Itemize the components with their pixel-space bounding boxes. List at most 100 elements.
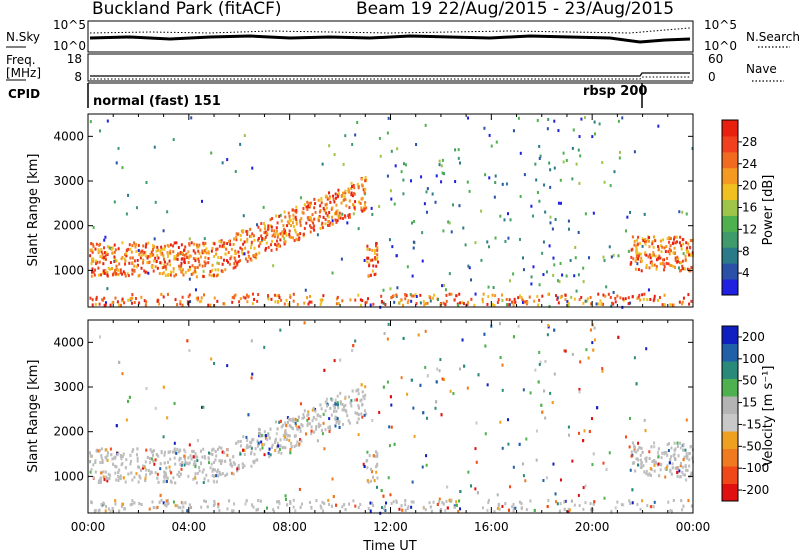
range-gate-cell bbox=[224, 252, 227, 256]
range-gate-cell bbox=[681, 238, 684, 242]
range-gate-cell bbox=[207, 251, 210, 255]
range-gate-cell bbox=[118, 360, 121, 364]
range-gate-cell bbox=[244, 502, 247, 506]
range-gate-cell bbox=[241, 251, 244, 255]
range-gate-cell bbox=[493, 195, 496, 199]
range-gate-cell bbox=[549, 215, 552, 219]
range-gate-cell bbox=[640, 461, 643, 465]
range-gate-cell bbox=[410, 299, 413, 303]
range-gate-cell bbox=[129, 297, 132, 301]
range-gate-cell bbox=[213, 361, 216, 365]
range-gate-cell bbox=[148, 507, 151, 511]
range-gate-cell bbox=[169, 251, 172, 255]
range-gate-cell bbox=[645, 472, 648, 476]
range-gate-cell bbox=[597, 292, 600, 296]
range-gate-cell bbox=[368, 454, 371, 458]
range-gate-cell bbox=[432, 296, 435, 300]
range-gate-cell bbox=[412, 246, 415, 250]
range-gate-cell bbox=[285, 298, 288, 302]
range-gate-cell bbox=[657, 248, 660, 252]
range-gate-cell bbox=[436, 502, 439, 506]
range-gate-cell bbox=[144, 476, 147, 480]
range-gate-cell bbox=[211, 247, 214, 251]
range-gate-cell bbox=[174, 504, 177, 508]
range-gate-cell bbox=[676, 474, 679, 478]
range-gate-cell bbox=[578, 181, 581, 185]
range-gate-cell bbox=[474, 487, 477, 491]
range-gate-cell bbox=[538, 298, 541, 302]
range-gate-cell bbox=[152, 459, 155, 463]
range-gate-cell bbox=[498, 507, 501, 511]
range-gate-cell bbox=[95, 448, 98, 452]
range-gate-cell bbox=[320, 197, 323, 201]
range-gate-cell bbox=[121, 241, 124, 245]
range-gate-cell bbox=[688, 253, 691, 257]
range-gate-cell bbox=[676, 260, 679, 264]
range-gate-cell bbox=[329, 427, 332, 431]
colorbar-tick-label: 12 bbox=[742, 222, 757, 236]
range-gate-cell bbox=[320, 223, 323, 227]
range-gate-cell bbox=[218, 239, 221, 243]
range-gate-cell bbox=[173, 274, 176, 278]
range-gate-cell bbox=[135, 243, 138, 247]
range-gate-cell bbox=[556, 502, 559, 506]
range-gate-cell bbox=[250, 258, 253, 262]
range-gate-cell bbox=[89, 254, 92, 258]
freq-label-line2: [MHz] bbox=[6, 66, 41, 80]
range-gate-cell bbox=[344, 403, 347, 407]
range-gate-cell bbox=[202, 275, 205, 279]
range-gate-cell bbox=[387, 476, 390, 480]
range-gate-cell bbox=[188, 265, 191, 269]
range-gate-cell bbox=[247, 250, 250, 254]
range-gate-cell bbox=[348, 213, 351, 217]
range-gate-cell bbox=[619, 296, 622, 300]
range-gate-cell bbox=[246, 259, 249, 263]
range-gate-cell bbox=[678, 300, 681, 304]
range-gate-cell bbox=[278, 214, 281, 218]
range-gate-cell bbox=[386, 131, 389, 135]
range-gate-cell bbox=[194, 251, 197, 255]
range-gate-cell bbox=[590, 302, 593, 306]
range-gate-cell bbox=[390, 425, 393, 429]
range-gate-cell bbox=[207, 461, 210, 465]
range-gate-cell bbox=[101, 298, 104, 302]
range-gate-cell bbox=[170, 471, 173, 475]
range-gate-cell bbox=[637, 295, 640, 299]
range-gate-cell bbox=[591, 463, 594, 467]
range-gate-cell bbox=[163, 453, 166, 457]
range-gate-cell bbox=[197, 245, 200, 249]
colorbar-tick-label: 50 bbox=[742, 374, 757, 388]
range-gate-cell bbox=[232, 472, 235, 476]
range-gate-cell bbox=[125, 212, 128, 216]
range-gate-cell bbox=[660, 244, 663, 248]
range-gate-cell bbox=[501, 298, 504, 302]
range-gate-cell bbox=[455, 500, 458, 504]
range-gate-cell bbox=[487, 501, 490, 505]
range-gate-cell bbox=[453, 298, 456, 302]
range-gate-cell bbox=[299, 429, 302, 433]
range-gate-cell bbox=[101, 460, 104, 464]
range-gate-cell bbox=[106, 477, 109, 481]
range-gate-cell bbox=[282, 445, 285, 449]
range-gate-cell bbox=[317, 425, 320, 429]
range-gate-cell bbox=[282, 434, 285, 438]
range-gate-cell bbox=[650, 505, 653, 509]
range-gate-cell bbox=[189, 254, 192, 258]
range-gate-cell bbox=[559, 296, 562, 300]
range-gate-cell bbox=[209, 303, 212, 307]
noise-left-tick-top: 10^5 bbox=[53, 18, 86, 32]
noise-search-trace bbox=[89, 27, 691, 34]
range-gate-cell bbox=[511, 300, 514, 304]
range-gate-cell bbox=[267, 433, 270, 437]
range-gate-cell bbox=[407, 299, 410, 303]
range-gate-cell bbox=[267, 451, 270, 455]
range-gate-cell bbox=[610, 304, 613, 308]
range-gate-cell bbox=[112, 271, 115, 275]
range-gate-cell bbox=[140, 254, 143, 258]
range-gate-cell bbox=[144, 250, 147, 254]
range-gate-cell bbox=[217, 268, 220, 272]
range-gate-cell bbox=[331, 477, 334, 481]
range-gate-cell bbox=[106, 273, 109, 277]
range-gate-cell bbox=[663, 265, 666, 269]
